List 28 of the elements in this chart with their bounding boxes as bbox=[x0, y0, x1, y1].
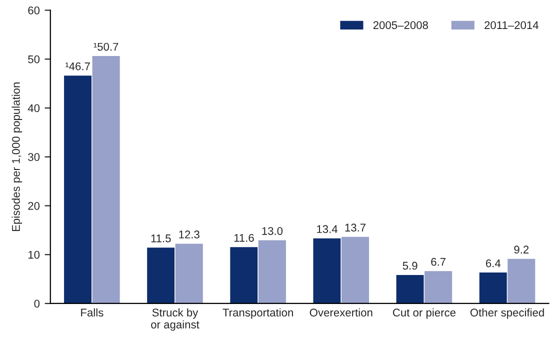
legend-label: 2005–2008 bbox=[373, 21, 428, 30]
data-label: 6.7 bbox=[431, 258, 446, 266]
data-label: 5.9 bbox=[402, 262, 418, 270]
data-label: 9.2 bbox=[514, 246, 529, 254]
x-tick-label: Other specified bbox=[470, 308, 544, 319]
data-label: 11.6 bbox=[234, 234, 254, 242]
y-tick-label: 10 bbox=[28, 250, 40, 259]
data-label: 13.4 bbox=[317, 225, 338, 234]
x-tick-label: Cut or pierce bbox=[392, 308, 456, 319]
x-tick-label: Struck by or against bbox=[151, 308, 200, 331]
y-tick-label: 50 bbox=[28, 55, 40, 64]
y-tick-label: 40 bbox=[28, 104, 40, 112]
data-label: 13.0 bbox=[262, 227, 283, 235]
y-tick-label: 30 bbox=[28, 153, 40, 161]
data-label: 13.7 bbox=[345, 224, 366, 232]
x-tick-label: Transportation bbox=[222, 308, 293, 319]
y-axis-title: Episodes per 1,000 population bbox=[12, 82, 22, 231]
x-tick-label: Falls bbox=[81, 308, 104, 317]
data-label: 12.3 bbox=[179, 230, 200, 238]
x-tick-label: Overexertion bbox=[310, 308, 372, 317]
data-label: ¹46.7 bbox=[66, 62, 90, 70]
legend-label: 2011–2014 bbox=[484, 21, 538, 30]
data-label: 6.4 bbox=[486, 259, 501, 268]
y-tick-label: 60 bbox=[28, 6, 40, 14]
data-label: 11.5 bbox=[151, 234, 171, 242]
y-tick-label: 20 bbox=[28, 202, 40, 210]
data-label: ¹50.7 bbox=[94, 42, 118, 51]
y-tick-label: 0 bbox=[34, 300, 40, 308]
